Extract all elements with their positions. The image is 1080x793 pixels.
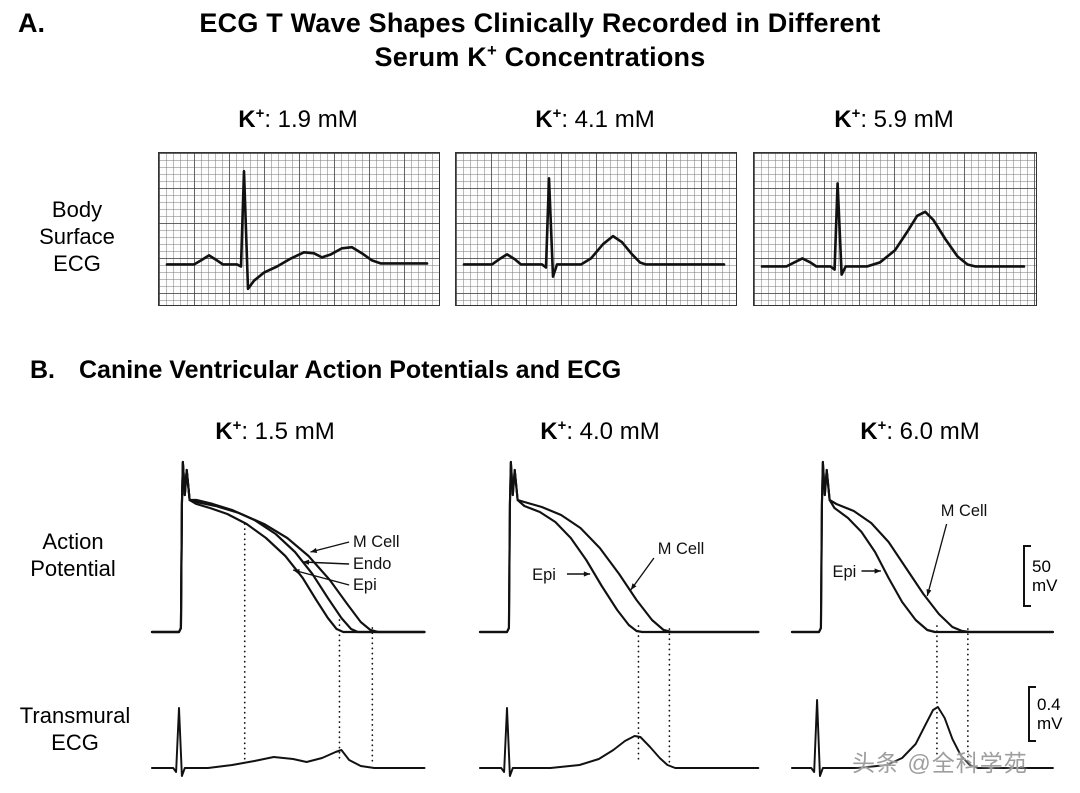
ap-ecg-column-1.5mM: M Cell Endo Epi [150,450,440,790]
k-superscript: + [486,41,497,60]
k-concentration-value: : 1.5 mM [241,418,335,445]
ap-ecg-column-4.0mM: Epi M Cell [478,450,768,790]
k-superscript: + [255,106,265,122]
k-concentration-value: : 4.1 mM [561,106,655,133]
row-label-line: Transmural [19,703,131,728]
k-symbol: K [535,106,553,133]
watermark-text: 头条 @全科学苑 [852,750,1028,776]
panel-a-k-header-3: K+: 5.9 mM [753,106,1035,134]
k-concentration-value: : 6.0 mM [886,418,980,445]
ecg-trace-4.1mM [462,177,726,278]
row-label-line: ECG [51,730,99,755]
scale-unit: mV [1037,714,1063,733]
k-superscript: + [557,418,567,434]
k-concentration-value: : 1.9 mM [264,106,358,133]
panel-b-label: B. [30,356,55,384]
action-potential-row-label: Action Potential [8,528,138,582]
panel-b-k-header-1: K+: 1.5 mM [130,418,420,446]
svg-text:Epi: Epi [532,565,556,584]
ecg-trace-5.9mM [760,182,1026,276]
svg-text:M Cell: M Cell [658,539,705,558]
svg-text:Epi: Epi [353,575,377,594]
k-symbol: K [540,418,558,445]
voltage-scale-bar-50mV: 50 mV [1023,545,1058,607]
panel-a-title-line1: ECG T Wave Shapes Clinically Recorded in… [199,8,881,38]
k-superscript: + [877,418,887,434]
row-label-line: Surface [39,224,115,249]
k-symbol: K [860,418,878,445]
panel-a-k-header-1: K+: 1.9 mM [158,106,438,134]
ecg-paper-grid-3 [753,152,1037,306]
voltage-scale-bar-0.4mV: 0.4 mV [1028,686,1063,742]
row-label-line: Action [42,529,104,554]
k-symbol: K [238,106,256,133]
svg-text:Endo: Endo [353,554,391,573]
k-concentration-value: : 4.0 mM [566,418,660,445]
transmural-ecg-row-label: Transmural ECG [0,702,150,756]
k-concentration-value: : 5.9 mM [860,106,954,133]
panel-a-title-line2: Serum K+ Concentrations [60,42,1020,73]
panel-b-title: Canine Ventricular Action Potentials and… [79,356,622,384]
k-superscript: + [232,418,242,434]
title-serum-k-text: Serum K [374,42,487,72]
row-label-line: Body [51,197,103,222]
row-label-line: Potential [30,556,116,581]
svg-text:M Cell: M Cell [941,501,988,520]
panel-b-k-header-2: K+: 4.0 mM [455,418,745,446]
scale-value: 0.4 [1037,695,1061,714]
ecg-trace-1.9mM [165,169,429,291]
scale-unit: mV [1032,576,1058,595]
k-superscript: + [552,106,562,122]
svg-text:Epi: Epi [833,562,857,581]
panel-a-label: A. [18,8,45,38]
ap-ecg-traces-4.0mM: Epi M Cell [478,460,760,777]
svg-text:M Cell: M Cell [353,532,400,551]
ap-ecg-column-6.0mM: Epi M Cell [790,450,1080,790]
k-symbol: K [834,106,852,133]
row-label-line: ECG [53,251,101,276]
k-symbol: K [215,418,233,445]
title-concentrations-text: Concentrations [496,42,706,72]
ap-ecg-traces-6.0mM: Epi M Cell [790,460,1054,777]
panel-b-heading: B. Canine Ventricular Action Potentials … [30,356,621,385]
panel-a-k-header-2: K+: 4.1 mM [455,106,735,134]
ecg-paper-grid-1 [158,152,440,306]
k-superscript: + [851,106,861,122]
scale-value: 50 [1032,557,1051,576]
ap-ecg-traces-1.5mM: M Cell Endo Epi [150,460,426,777]
panel-b-k-header-3: K+: 6.0 mM [775,418,1065,446]
body-surface-ecg-row-label: Body Surface ECG [8,196,146,277]
ecg-paper-grid-2 [455,152,737,306]
